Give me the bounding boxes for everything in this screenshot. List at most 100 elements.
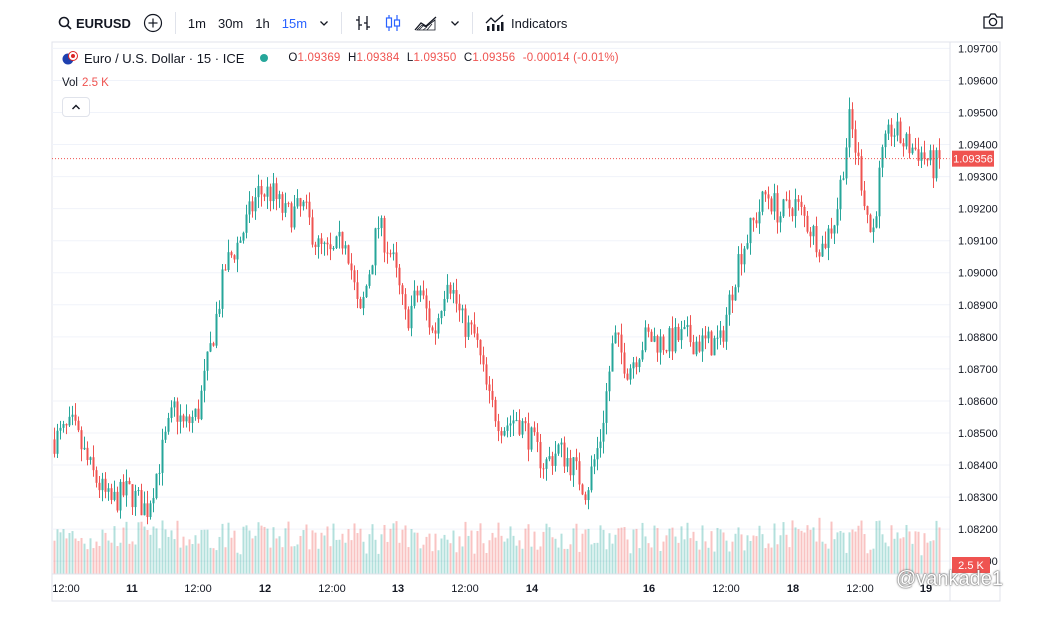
candle-body — [317, 238, 320, 248]
volume-bar — [155, 528, 158, 574]
change-value: -0.00014 (-0.01%) — [522, 52, 619, 64]
candle-body — [509, 423, 512, 426]
volume-bar — [98, 545, 101, 574]
chart-type-dropdown[interactable] — [444, 18, 466, 28]
volume-bar — [299, 535, 302, 574]
price-tick: 1.08400 — [958, 460, 998, 472]
volume-bar — [860, 520, 863, 574]
volume-bar — [785, 534, 788, 574]
volume-bar — [335, 539, 338, 574]
candle-body — [125, 480, 128, 496]
compare-button[interactable] — [137, 13, 169, 33]
candle-body — [722, 330, 725, 342]
candle-body — [476, 333, 479, 340]
candle-body — [152, 498, 155, 504]
candle-body — [314, 244, 317, 248]
volume-bar — [374, 539, 377, 574]
price-tick: 1.08200 — [958, 524, 998, 536]
candle-body — [548, 456, 551, 460]
volume-bar — [146, 530, 149, 574]
candle-body — [911, 147, 914, 154]
volume-bar — [350, 540, 353, 574]
candle-body — [56, 430, 59, 454]
price-tick: 1.08600 — [958, 396, 998, 408]
time-tick: 13 — [392, 583, 404, 595]
interval-15m[interactable]: 15m — [281, 15, 308, 31]
candle-body — [755, 220, 758, 224]
candle-body — [80, 430, 83, 450]
volume-bar — [119, 542, 122, 574]
volume-bar — [239, 554, 242, 574]
candle-body — [356, 282, 359, 299]
candles-style-button[interactable] — [378, 14, 408, 32]
candle-body — [743, 248, 746, 265]
area-style-button[interactable] — [408, 14, 444, 32]
interval-1h[interactable]: 1h — [255, 15, 270, 31]
volume-bar — [125, 521, 128, 574]
candle-body — [752, 217, 755, 221]
candle-body — [878, 167, 881, 217]
search-icon — [58, 16, 72, 30]
candle-body — [53, 439, 56, 454]
collapse-legend-button[interactable] — [62, 97, 90, 117]
candle-body — [938, 150, 941, 159]
volume-bar — [443, 534, 446, 574]
candle-body — [791, 208, 794, 217]
volume-bar — [449, 543, 452, 574]
candle-body — [491, 390, 494, 400]
toolbar-divider — [174, 12, 176, 34]
candle-body — [560, 442, 563, 445]
volume-tag-bg — [952, 557, 990, 573]
volume-bar — [455, 552, 458, 574]
candlestick-icon — [385, 15, 401, 31]
interval-dropdown[interactable] — [313, 18, 335, 28]
candle-body — [197, 408, 200, 420]
candle-body — [74, 414, 77, 421]
volume-legend: Vol 2.5 K — [62, 77, 109, 89]
volume-bar — [263, 526, 266, 574]
area-chart-icon — [414, 16, 437, 31]
indicators-button[interactable]: Indicators — [479, 14, 573, 32]
volume-bar — [587, 528, 590, 574]
candle-body — [533, 427, 536, 433]
candle-body — [329, 244, 332, 250]
interval-1m[interactable]: 1m — [187, 15, 206, 31]
volume-bar — [347, 529, 350, 574]
volume-bar — [611, 543, 614, 574]
volume-bar — [497, 522, 500, 574]
volume-bar — [251, 538, 254, 574]
candle-body — [137, 490, 140, 492]
bars-style-button[interactable] — [348, 14, 378, 32]
candle-body — [119, 481, 122, 511]
candle-body — [263, 194, 266, 197]
candle-body — [140, 490, 143, 516]
candle-body — [176, 401, 179, 422]
volume-bar — [224, 547, 227, 574]
interval-30m[interactable]: 30m — [217, 15, 244, 31]
candle-body — [797, 199, 800, 202]
volume-bar — [200, 529, 203, 574]
candle-body — [497, 421, 500, 432]
candle-body — [611, 343, 614, 372]
candle-body — [479, 339, 482, 356]
volume-bar — [938, 527, 941, 574]
volume-bar — [410, 529, 413, 574]
time-tick: 12:00 — [846, 583, 874, 595]
candle-body — [689, 324, 692, 343]
volume-bar — [647, 543, 650, 574]
volume-bar — [803, 532, 806, 574]
candle-body — [449, 284, 452, 294]
snapshot-button[interactable] — [982, 12, 1004, 35]
candle-body — [788, 199, 791, 209]
indicators-icon — [485, 14, 504, 31]
candle-body — [638, 359, 641, 368]
volume-bar — [557, 547, 560, 574]
candle-body — [767, 194, 770, 199]
candle-body — [659, 336, 662, 353]
symbol-search[interactable]: EURUSD — [52, 16, 137, 31]
candle-body — [272, 183, 275, 202]
volume-bar — [500, 535, 503, 574]
volume-bar — [683, 539, 686, 574]
volume-bar — [734, 533, 737, 574]
